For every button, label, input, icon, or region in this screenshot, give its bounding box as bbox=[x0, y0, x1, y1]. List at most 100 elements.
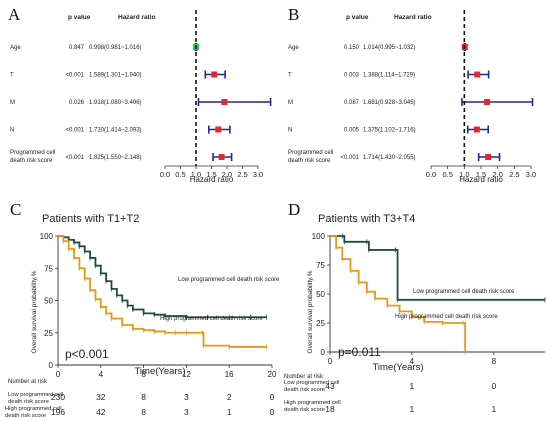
panel-b-hr-header: Hazard ratio bbox=[394, 14, 432, 21]
panel-c-high-risk-curve bbox=[58, 235, 267, 348]
panel-c-title: Patients with T1+T2 bbox=[42, 213, 139, 225]
panel-d-x-tick-label: 4 bbox=[410, 357, 415, 366]
panel-b-point-estimate bbox=[485, 154, 492, 160]
panel-b-row-label: N bbox=[288, 128, 292, 134]
panel-a-row-label: N bbox=[10, 128, 14, 134]
panel-c-x-tick-label: 20 bbox=[268, 370, 277, 379]
panel-c-pvalue: p<0.001 bbox=[65, 347, 109, 361]
panel-a-x-axis-label: Hazard ratio bbox=[190, 175, 234, 184]
panel-c-y-axis-label: Overall survival probability,% bbox=[31, 270, 38, 353]
panel-d-x-tick-label: 8 bbox=[492, 357, 497, 366]
panel-d-high-risk-curve bbox=[330, 235, 467, 352]
panel-a-row-label: death risk score bbox=[10, 158, 53, 164]
panel-b-x-tick-label: 0.0 bbox=[426, 170, 436, 179]
panel-b-row-label: T bbox=[288, 73, 292, 79]
panel-b-x-tick-label: 1.5 bbox=[476, 170, 486, 179]
panel-b-forest-plot: B p value Hazard ratio Age 0.150 1.014(0.9… bbox=[288, 5, 536, 184]
panel-a-x-tick-label: 2.0 bbox=[222, 170, 232, 179]
panel-a-row-hr-text: 1.589(1.301~1.940) bbox=[89, 73, 142, 79]
panel-a-row-pvalue: 0.847 bbox=[69, 45, 85, 51]
panel-c-risk-low-label-1: Low programmed cell bbox=[8, 392, 63, 398]
panel-c-x-axis-label: Time(Years) bbox=[134, 366, 185, 377]
panel-b-x-tick-label: 0.5 bbox=[442, 170, 452, 179]
panel-d-risk-low-count: 1 bbox=[410, 381, 415, 391]
panel-b-point-estimate bbox=[474, 71, 481, 78]
panel-d-x-tick-label: 0 bbox=[328, 357, 333, 366]
panel-b-x-tick-label: 2.0 bbox=[492, 170, 502, 179]
panel-a-row-label: T bbox=[10, 73, 14, 79]
panel-b-x-axis-label: Hazard ratio bbox=[459, 175, 503, 184]
panel-a-letter: A bbox=[8, 5, 21, 24]
panel-c-y-tick-label: 25 bbox=[44, 329, 53, 338]
panel-a-x-tick-label: 0.5 bbox=[175, 170, 185, 179]
panel-c-legend-high: High programmed cell death risk score bbox=[160, 316, 263, 322]
panel-b-point-estimate bbox=[484, 99, 491, 105]
panel-a-x-tick-label: 2.5 bbox=[237, 170, 247, 179]
panel-c-risk-high-count: 42 bbox=[96, 407, 106, 417]
panel-d-low-risk-curve bbox=[330, 235, 545, 301]
panel-a-row-pvalue: <0.001 bbox=[65, 155, 84, 161]
panel-c-risk-high-count: 196 bbox=[51, 407, 65, 417]
panel-d-y-tick-label: 75 bbox=[316, 261, 325, 270]
panel-a-row-hr-text: 0.998(0.981~1.016) bbox=[89, 45, 142, 51]
panel-c-x-tick-label: 0 bbox=[56, 370, 61, 379]
panel-b-row-pvalue: <0.001 bbox=[340, 155, 359, 161]
panel-b-row-hr-text: 1.375(1.102~1.716) bbox=[363, 128, 416, 134]
panel-d-risk-low-count: 0 bbox=[491, 381, 496, 391]
panel-d-risk-low-count: 43 bbox=[325, 381, 335, 391]
panel-d-y-tick-label: 100 bbox=[312, 232, 326, 241]
panel-c-risk-high-count: 3 bbox=[184, 407, 189, 417]
panel-d-survival-plot: D Patients with T3+T4 Overall survival p… bbox=[284, 200, 546, 414]
panel-d-risk-high-label-1: High programmed cell bbox=[284, 400, 341, 406]
panel-b-row-pvalue: 0.150 bbox=[344, 45, 360, 51]
panel-d-title: Patients with T3+T4 bbox=[318, 213, 415, 225]
panel-b-row-hr-text: 1.388(1.114~1.729) bbox=[363, 73, 415, 79]
panel-d-x-axis-label: Time(Years) bbox=[372, 362, 423, 373]
panel-a-row-label: Age bbox=[10, 45, 21, 51]
panel-c-y-tick-label: 50 bbox=[44, 297, 53, 306]
panel-b-pvalue-header: p value bbox=[346, 14, 369, 21]
panel-a-row-hr-text: 1.720(1.414~2.093) bbox=[89, 128, 142, 134]
panel-c-risk-low-count: 32 bbox=[96, 392, 106, 402]
panel-a-x-tick-label: 3.0 bbox=[253, 170, 263, 179]
panel-c-risk-low-count: 230 bbox=[51, 392, 65, 402]
panel-b-row-hr-text: 1.014(0.995~1.032) bbox=[363, 45, 416, 51]
panel-c-y-tick-label: 100 bbox=[40, 232, 54, 241]
panel-d-y-tick-label: 25 bbox=[316, 319, 325, 328]
panel-d-pvalue: p=0.011 bbox=[338, 345, 381, 359]
panel-b-row-pvalue: 0.003 bbox=[344, 73, 360, 79]
panel-c-legend-low: Low programmed cell death risk score bbox=[178, 277, 280, 283]
panel-a-x-tick-label: 1.0 bbox=[191, 170, 201, 179]
panel-c-x-tick-label: 12 bbox=[182, 370, 191, 379]
panel-b-x-tick-label: 1.0 bbox=[459, 170, 469, 179]
panel-b-row-hr-text: 1.714(1.430~2.055) bbox=[363, 155, 416, 161]
panel-b-row-pvalue: 0.005 bbox=[344, 128, 360, 134]
panel-c-x-tick-label: 8 bbox=[141, 370, 146, 379]
panel-a-row-label: Programmed cell bbox=[10, 150, 55, 156]
panel-c-x-tick-label: 16 bbox=[225, 370, 234, 379]
panel-c-risk-low-count: 2 bbox=[227, 392, 232, 402]
panel-a-hr-header: Hazard ratio bbox=[118, 14, 156, 21]
panel-c-risk-high-count: 0 bbox=[270, 407, 275, 417]
panel-b-x-tick-label: 3.0 bbox=[526, 170, 536, 179]
panel-a-x-tick-label: 0.0 bbox=[160, 170, 170, 179]
panel-a-point-estimate bbox=[211, 71, 218, 78]
panel-d-risk-low-label-1: Low programmed cell bbox=[284, 380, 339, 386]
panel-a-row-label: M bbox=[10, 100, 15, 106]
panel-a-forest-plot: A p value Hazard ratio Age 0.847 0.998(0.9… bbox=[8, 5, 272, 184]
panel-d-risk-header: Number at risk bbox=[284, 374, 324, 380]
panel-c-risk-header: Number at risk bbox=[8, 379, 48, 385]
panel-c-letter: C bbox=[10, 200, 21, 219]
panel-c-risk-low-count: 8 bbox=[141, 392, 146, 402]
panel-a-point-estimate bbox=[215, 126, 222, 133]
panel-c-risk-low-count: 0 bbox=[270, 392, 275, 402]
panel-d-legend-low: Low programmed cell death risk score bbox=[413, 289, 515, 295]
panel-d-y-axis-label: Overall survival probability,% bbox=[307, 270, 314, 353]
panel-d-risk-high-count: 18 bbox=[325, 404, 335, 414]
panel-c-y-tick-label: 75 bbox=[44, 264, 53, 273]
panel-b-row-label: Programmed cell bbox=[288, 150, 333, 156]
panel-a-pvalue-header: p value bbox=[68, 14, 91, 21]
panel-d-y-tick-label: 50 bbox=[316, 290, 325, 299]
panel-c-risk-low-count: 3 bbox=[184, 392, 189, 402]
